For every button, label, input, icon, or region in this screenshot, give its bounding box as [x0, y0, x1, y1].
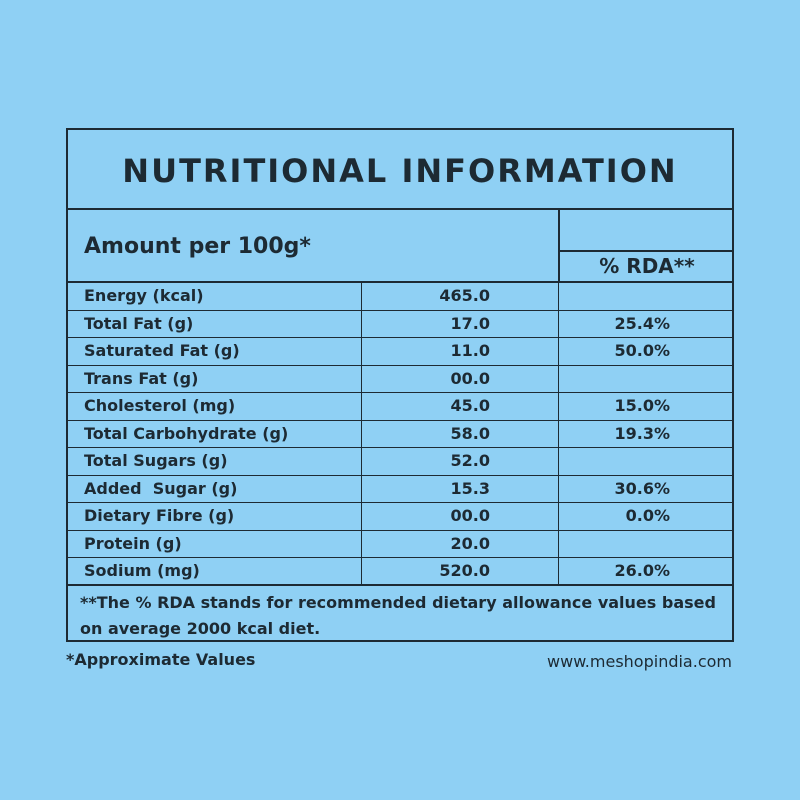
approximate-values-note: *Approximate Values: [66, 650, 256, 669]
nutrient-name: Saturated Fat (g): [84, 341, 240, 360]
nutrient-rda: 30.6%: [614, 478, 670, 498]
nutrient-rda: 26.0%: [614, 561, 670, 580]
nutrient-name: Total Sugars (g): [84, 451, 228, 470]
table-row: Total Carbohydrate (g) 58.0 19.3%: [68, 420, 732, 448]
table-row: Trans Fat (g) 00.0: [68, 365, 732, 393]
nutrient-rda: 19.3%: [614, 423, 670, 443]
nutrient-value: 20.0: [450, 533, 490, 553]
nutrient-rows: Energy (kcal) 465.0 Total Fat (g) 17.0 25.4%…: [68, 283, 732, 586]
nutrient-value: 45.0: [450, 396, 490, 415]
nutrient-name: Sodium (mg): [84, 561, 200, 580]
nutrient-value: 11.0: [450, 341, 490, 360]
rda-label: % RDA**: [560, 250, 734, 283]
nutrient-rda: 25.4%: [614, 313, 670, 333]
table-row: Saturated Fat (g) 11.0 50.0%: [68, 338, 732, 366]
nutrient-name: Total Carbohydrate (g): [84, 423, 289, 443]
table-row: Sodium (mg) 520.0 26.0%: [68, 558, 732, 586]
nutrient-name: Dietary Fibre (g): [84, 506, 235, 525]
nutrient-value: 52.0: [450, 451, 490, 470]
table-row: Total Fat (g) 17.0 25.4%: [68, 310, 732, 338]
table-row: Cholesterol (mg) 45.0 15.0%: [68, 393, 732, 421]
nutrient-value: 00.0: [450, 506, 490, 525]
table-row: Total Sugars (g) 52.0: [68, 448, 732, 476]
table-row: Dietary Fibre (g) 00.0 0.0%: [68, 503, 732, 531]
nutrient-value: 465.0: [439, 286, 490, 305]
nutrient-rda: 50.0%: [614, 341, 670, 360]
nutrient-name: Protein (g): [84, 533, 182, 553]
nutrient-rda: 0.0%: [625, 506, 670, 525]
nutrient-value: 00.0: [450, 368, 490, 388]
nutrient-value: 520.0: [439, 561, 490, 580]
amount-per-label: Amount per 100g*: [84, 234, 311, 259]
nutrient-rda: 15.0%: [614, 396, 670, 415]
table-row: Protein (g) 20.0: [68, 530, 732, 558]
nutrient-name: Cholesterol (mg): [84, 396, 236, 415]
nutrient-name: Trans Fat (g): [84, 368, 199, 388]
nutrient-name: Total Fat (g): [84, 313, 194, 333]
nutrient-value: 15.3: [450, 478, 490, 498]
website-url: www.meshopindia.com: [547, 652, 732, 671]
table-header: Amount per 100g* % RDA**: [68, 210, 734, 283]
nutrient-name: Added Sugar (g): [84, 478, 238, 498]
nutrient-value: 58.0: [450, 423, 490, 443]
table-row: Energy (kcal) 465.0: [68, 283, 732, 311]
table-row: Added Sugar (g) 15.3 30.6%: [68, 475, 732, 503]
nutrient-value: 17.0: [450, 313, 490, 333]
panel-title: NUTRITIONAL INFORMATION: [68, 130, 732, 210]
rda-footnote: **The % RDA stands for recommended dieta…: [80, 593, 716, 638]
nutrient-name: Energy (kcal): [84, 286, 204, 305]
rda-column-header: % RDA**: [558, 210, 734, 281]
nutrition-panel: NUTRITIONAL INFORMATION Amount per 100g*…: [66, 128, 734, 642]
